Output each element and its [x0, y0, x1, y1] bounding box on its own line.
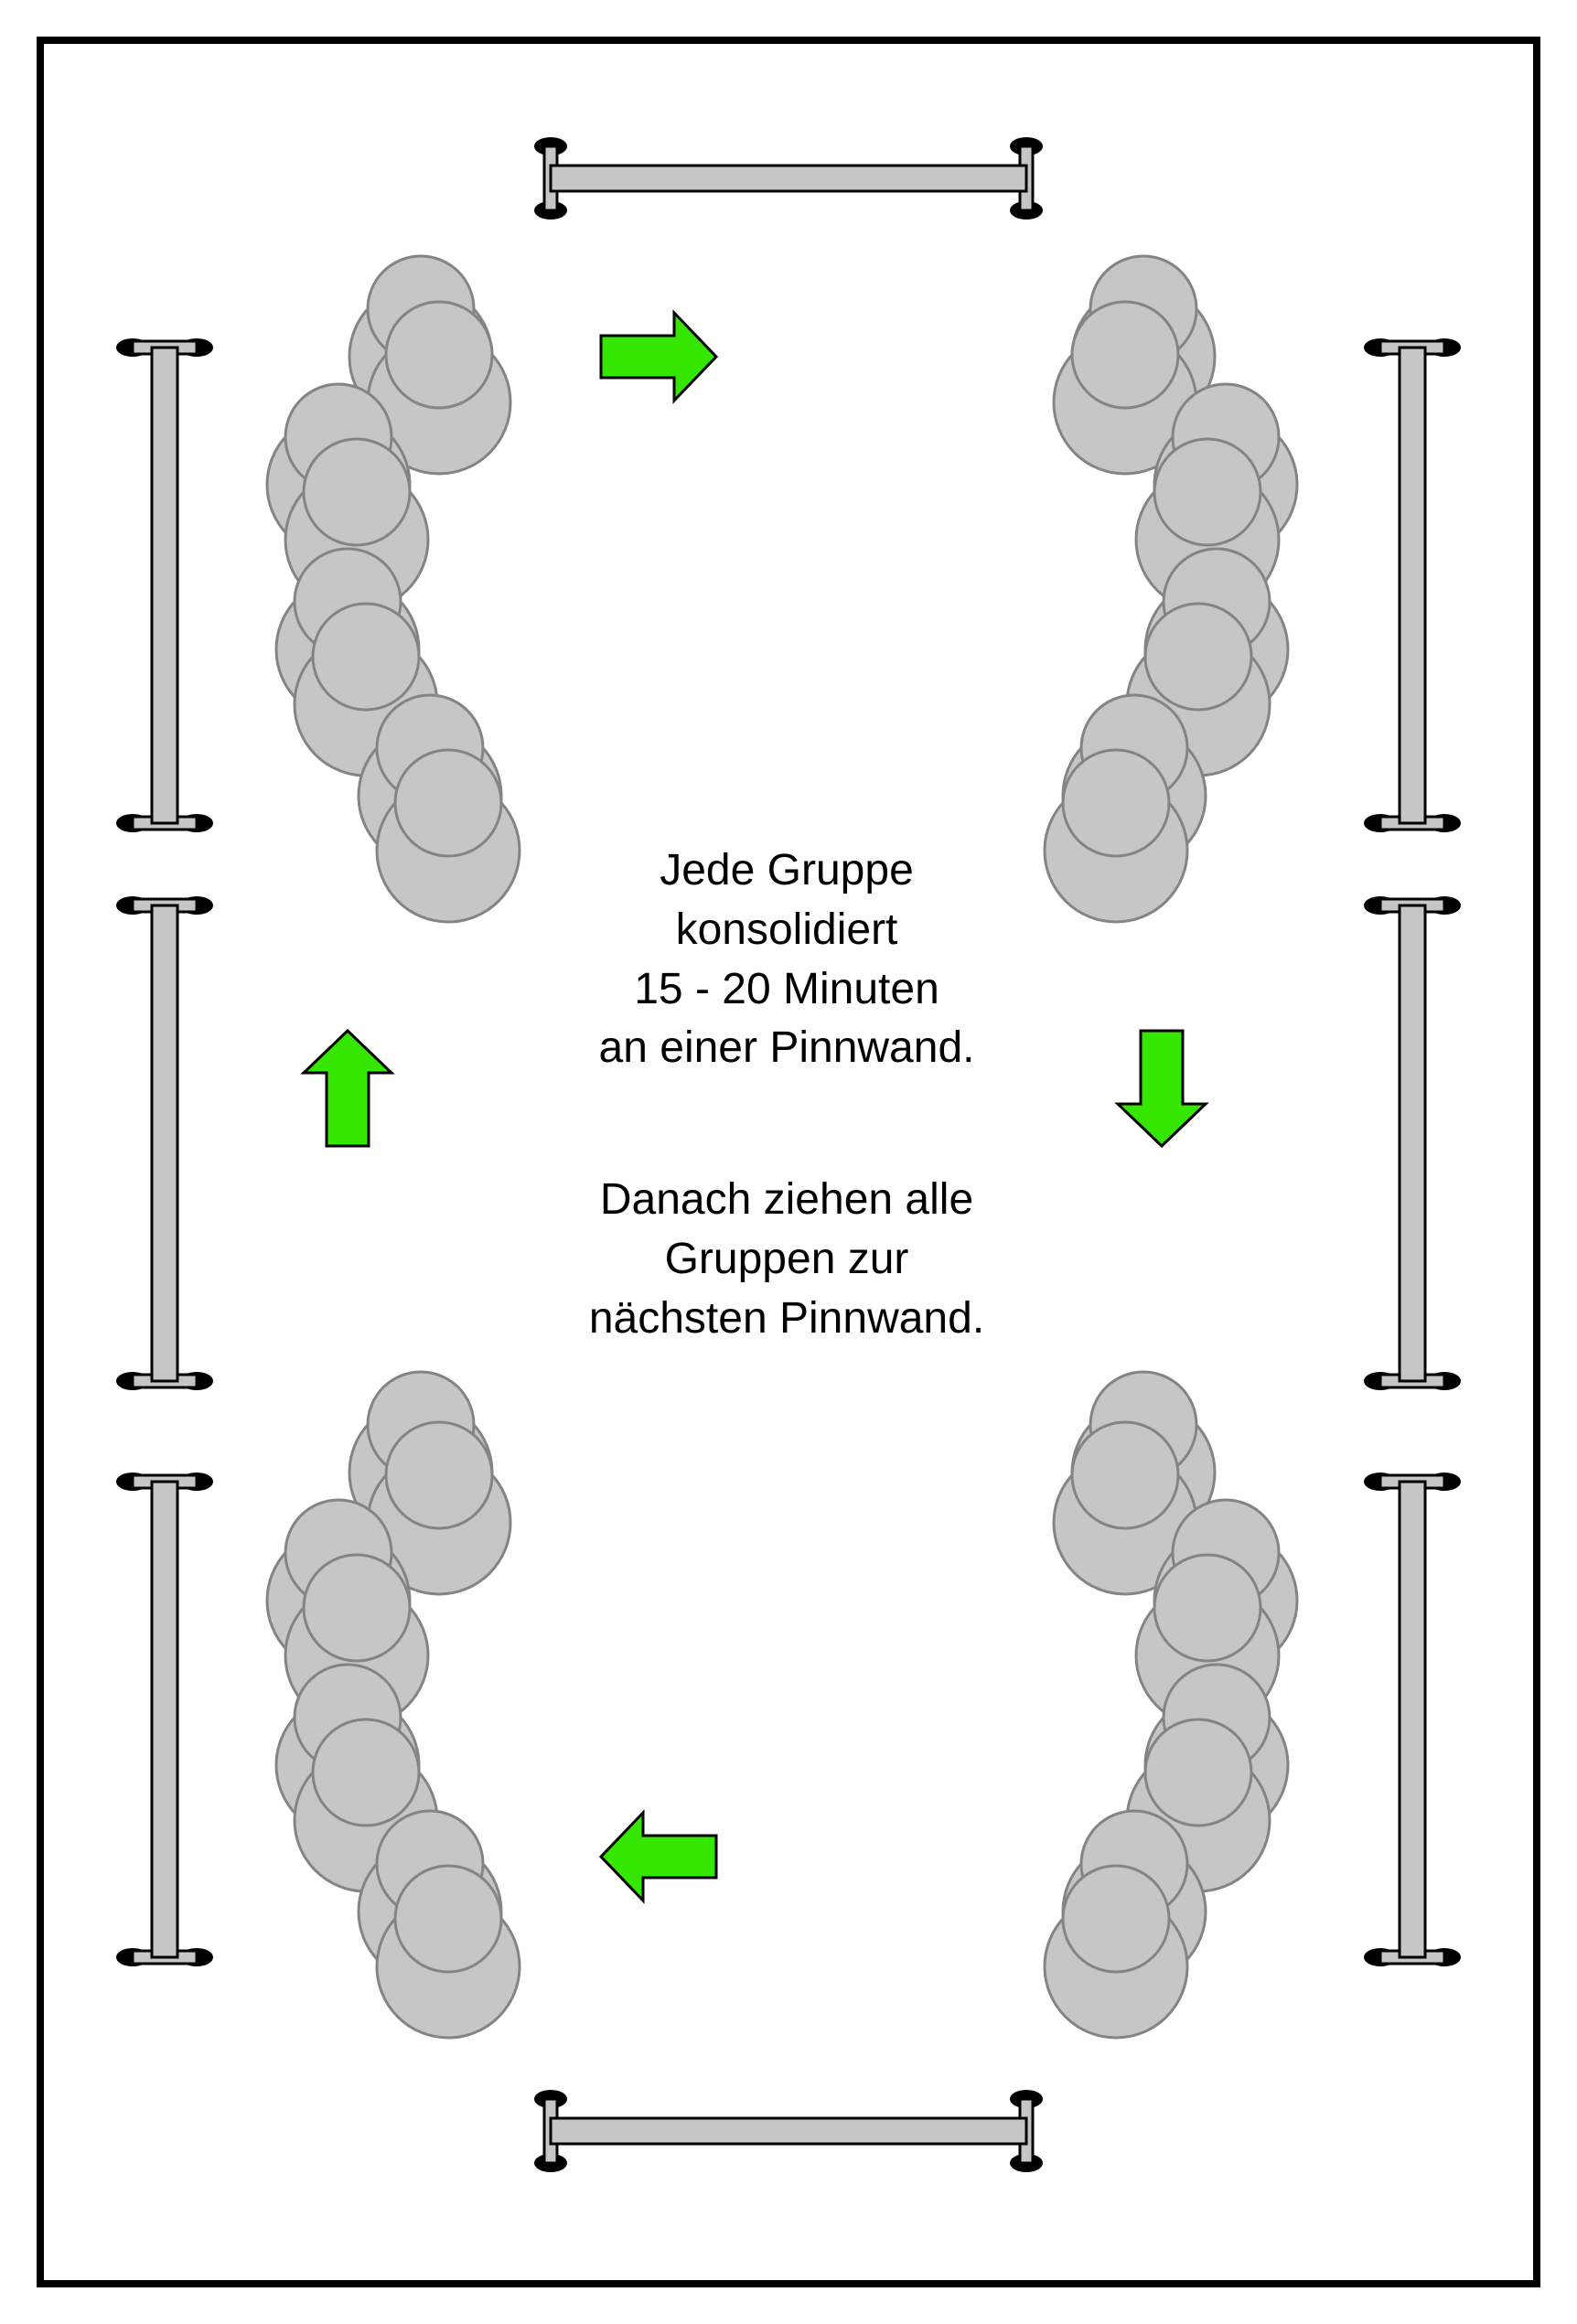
board-right-lower	[1364, 1473, 1461, 1966]
desc-2-line: Gruppen zur	[467, 1230, 1107, 1290]
arrow-left	[304, 1031, 392, 1146]
desc-1-line: Jede Gruppe	[467, 841, 1107, 901]
desc-2: Danach ziehen alleGruppen zurnächsten Pi…	[467, 1171, 1107, 1348]
arrow-bottom	[601, 1813, 716, 1901]
arrow-top	[601, 313, 716, 401]
group-top-right	[1045, 256, 1297, 922]
group-bottom-left	[267, 1372, 520, 2038]
group-bottom-right	[1045, 1372, 1297, 2038]
desc-1: Jede Gruppekonsolidiert15 - 20 Minutenan…	[467, 841, 1107, 1078]
desc-2-line: Danach ziehen alle	[467, 1171, 1107, 1230]
board-left-lower	[116, 1473, 213, 1966]
desc-1-line: 15 - 20 Minuten	[467, 960, 1107, 1020]
desc-1-line: an einer Pinnwand.	[467, 1019, 1107, 1078]
group-top-left	[267, 256, 520, 922]
arrow-right	[1118, 1031, 1206, 1146]
diagram-svg	[0, 0, 1577, 2324]
board-left-mid	[116, 896, 213, 1390]
board-top	[534, 137, 1043, 220]
board-right-mid	[1364, 896, 1461, 1390]
desc-1-line: konsolidiert	[467, 901, 1107, 960]
board-right-upper	[1364, 338, 1461, 832]
diagram-page: Jede Gruppekonsolidiert15 - 20 Minutenan…	[0, 0, 1577, 2324]
board-bottom	[534, 2090, 1043, 2172]
board-left-upper	[116, 338, 213, 832]
desc-2-line: nächsten Pinnwand.	[467, 1290, 1107, 1349]
